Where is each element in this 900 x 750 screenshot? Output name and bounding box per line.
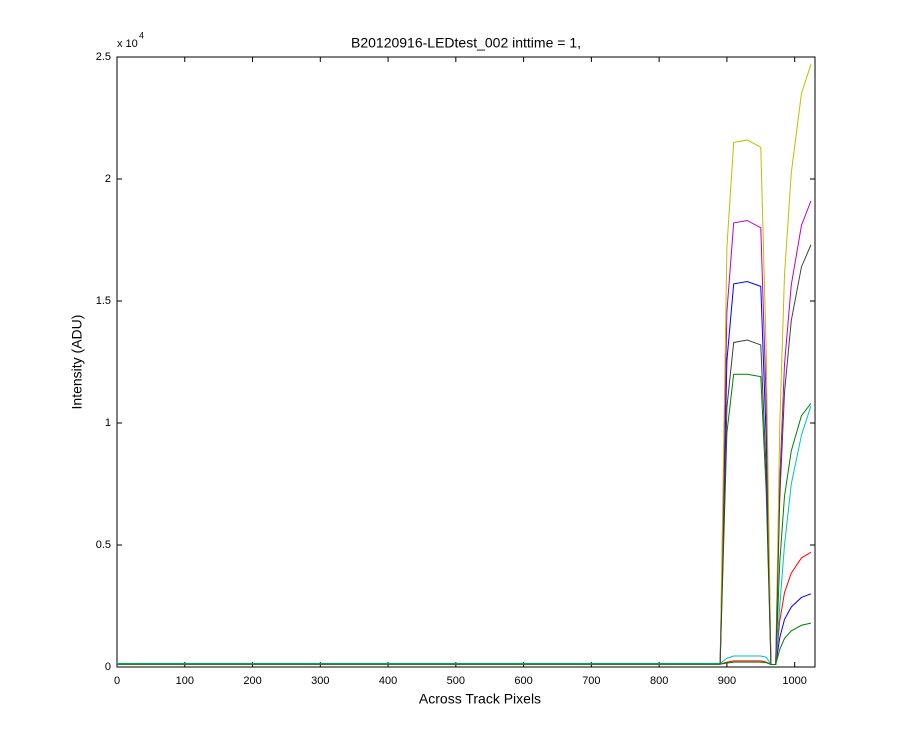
x-tick-label: 700: [582, 675, 600, 687]
y-multiplier-exponent: 4: [139, 30, 144, 40]
chart-title: B20120916-LEDtest_002 inttime = 1,: [351, 35, 581, 51]
data-line: [117, 622, 812, 666]
data-line: [117, 405, 812, 666]
y-axis-label: Intensity (ADU): [69, 315, 85, 410]
x-tick-label: 200: [243, 675, 261, 687]
y-tick-label: 2: [105, 173, 111, 185]
x-tick-label: 500: [447, 675, 465, 687]
x-tick-label: 0: [114, 675, 120, 687]
x-tick-label: 900: [718, 675, 736, 687]
x-tick-label: 400: [379, 675, 397, 687]
y-tick-label: 1.5: [96, 295, 111, 307]
x-tick-label: 800: [650, 675, 668, 687]
y-tick-label: 2.5: [96, 51, 111, 63]
x-axis-label: Across Track Pixels: [419, 691, 541, 707]
x-tick-label: 1000: [782, 675, 806, 687]
y-multiplier-base: x 10: [117, 38, 138, 50]
plot-area: [116, 56, 816, 668]
x-tick-label: 600: [514, 675, 532, 687]
y-tick-label: 0.5: [96, 539, 111, 551]
x-tick-label: 300: [311, 675, 329, 687]
y-tick-label: 0: [105, 661, 111, 673]
x-tick-label: 100: [176, 675, 194, 687]
y-tick-label: 1: [105, 417, 111, 429]
